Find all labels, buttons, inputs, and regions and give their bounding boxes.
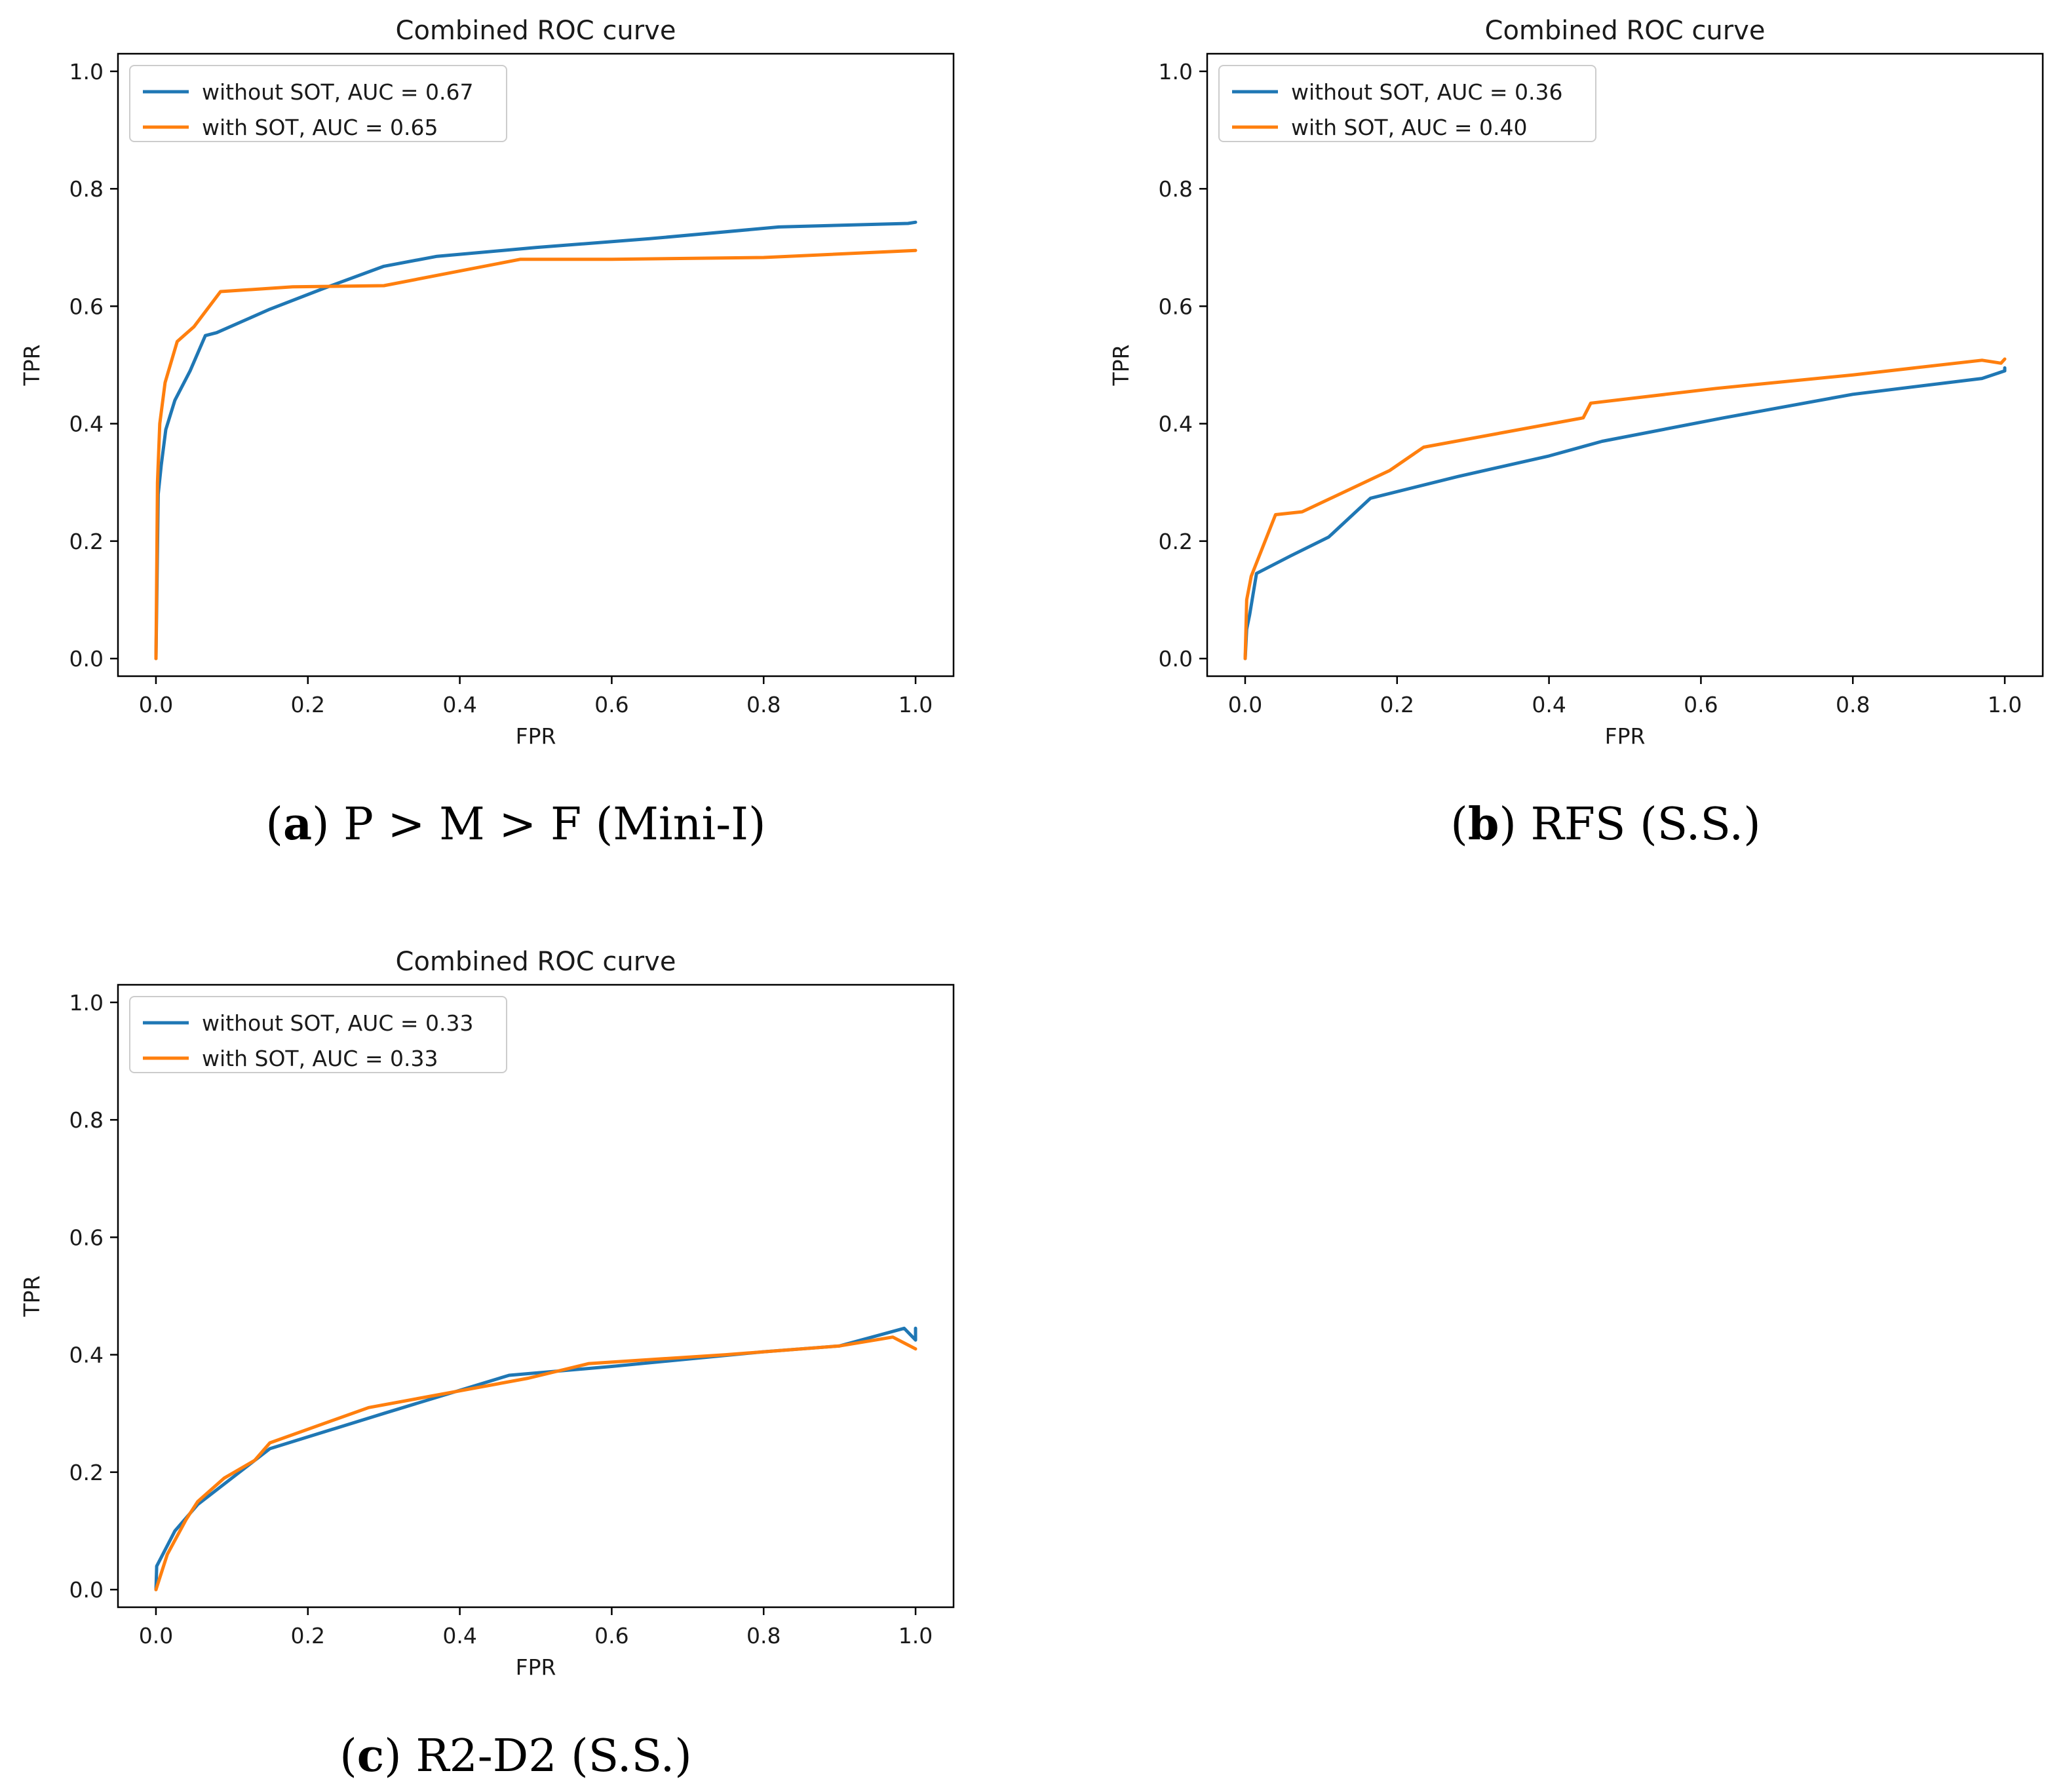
legend: without SOT, AUC = 0.33 with SOT, AUC = 0… — [129, 996, 507, 1073]
y-tick-label: 0.0 — [1159, 646, 1193, 672]
axes-frame — [1206, 52, 2044, 677]
series-line-without-sot — [1243, 366, 2007, 660]
y-tick-label: 0.6 — [69, 294, 104, 319]
legend-box — [129, 996, 507, 1073]
y-tick-label: 0.4 — [69, 411, 104, 437]
y-tick-label: 1.0 — [69, 59, 104, 85]
x-tick-label: 0.8 — [1836, 692, 1870, 717]
legend-label-without-sot: without SOT, AUC = 0.67 — [202, 79, 473, 105]
legend-box — [1218, 65, 1596, 142]
roc-chart-a: Combined ROC curve 0.0 0.2 0.4 0.6 0.8 1.0 0.0 0… — [19, 16, 955, 749]
y-tick-label: 0.2 — [1159, 529, 1193, 554]
series-line-with-sot — [154, 1335, 918, 1592]
y-tick-label: 0.8 — [69, 176, 104, 202]
y-axis-label: TPR — [19, 345, 45, 387]
caption-b: (b) RFS (S.S.) — [1450, 798, 1761, 850]
y-tick-label: 0.2 — [69, 529, 104, 554]
chart-title: Combined ROC curve — [396, 16, 676, 46]
legend: without SOT, AUC = 0.36 with SOT, AUC = 0… — [1218, 65, 1596, 142]
series-line-without-sot — [154, 1326, 918, 1592]
y-tick-label: 0.6 — [69, 1225, 104, 1250]
chart-title: Combined ROC curve — [396, 947, 676, 977]
x-tick-label: 1.0 — [1988, 692, 2022, 717]
x-tick-label: 0.4 — [1532, 692, 1566, 717]
x-tick-label: 1.0 — [898, 1623, 933, 1649]
x-tick-label: 0.6 — [594, 1623, 628, 1649]
axes-frame — [117, 52, 955, 677]
caption-b-text: RFS (S.S.) — [1516, 799, 1761, 850]
caption-a-letter: a — [282, 798, 313, 850]
roc-chart-c: Combined ROC curve 0.0 0.2 0.4 0.6 0.8 1.0 0.0 0… — [19, 947, 955, 1680]
caption-a: (a) P > M > F (Mini-I) — [265, 798, 766, 850]
x-tick-label: 0.0 — [139, 1623, 173, 1649]
y-tick-label: 0.6 — [1159, 294, 1193, 319]
x-tick-label: 0.4 — [442, 692, 476, 717]
roc-chart-b: Combined ROC curve 0.0 0.2 0.4 0.6 0.8 1.0 0.0 0… — [1108, 16, 2044, 749]
caption-c-text: R2-D2 (S.S.) — [401, 1730, 692, 1782]
series-line-without-sot — [154, 220, 918, 660]
caption-c: (c) R2-D2 (S.S.) — [339, 1730, 692, 1782]
series-line-with-sot — [154, 248, 918, 660]
legend-label-with-sot: with SOT, AUC = 0.33 — [202, 1046, 438, 1071]
caption-c-letter: c — [357, 1730, 385, 1782]
x-tick-label: 0.8 — [746, 692, 781, 717]
x-tick-label: 0.2 — [1380, 692, 1414, 717]
x-axis-label: FPR — [516, 1654, 556, 1680]
series-line-with-sot — [1243, 357, 2007, 660]
y-tick-label: 1.0 — [1159, 59, 1193, 85]
x-tick-label: 0.6 — [594, 692, 628, 717]
y-tick-label: 0.4 — [69, 1343, 104, 1368]
y-tick-label: 0.0 — [69, 646, 104, 672]
axes-frame — [117, 983, 955, 1609]
y-axis-label: TPR — [19, 1276, 45, 1318]
x-tick-label: 0.8 — [746, 1623, 781, 1649]
y-tick-label: 0.8 — [1159, 176, 1193, 202]
legend-label-with-sot: with SOT, AUC = 0.65 — [202, 115, 438, 140]
caption-a-text: P > M > F (Mini-I) — [329, 799, 766, 850]
x-tick-label: 0.2 — [291, 1623, 325, 1649]
legend-box — [129, 65, 507, 142]
x-tick-label: 0.6 — [1684, 692, 1718, 717]
y-tick-label: 0.2 — [69, 1460, 104, 1485]
legend-label-without-sot: without SOT, AUC = 0.33 — [202, 1010, 473, 1036]
y-axis-label: TPR — [1108, 345, 1134, 387]
x-tick-label: 0.4 — [442, 1623, 476, 1649]
chart-title: Combined ROC curve — [1485, 16, 1766, 46]
legend: without SOT, AUC = 0.67 with SOT, AUC = 0… — [129, 65, 507, 142]
legend-label-without-sot: without SOT, AUC = 0.36 — [1291, 79, 1562, 105]
y-tick-label: 0.0 — [69, 1577, 104, 1603]
x-tick-label: 0.2 — [291, 692, 325, 717]
x-tick-label: 1.0 — [898, 692, 933, 717]
x-axis-label: FPR — [1605, 723, 1646, 749]
x-tick-label: 0.0 — [1228, 692, 1262, 717]
legend-label-with-sot: with SOT, AUC = 0.40 — [1291, 115, 1527, 140]
y-tick-label: 0.4 — [1159, 411, 1193, 437]
y-tick-label: 1.0 — [69, 990, 104, 1016]
caption-b-letter: b — [1467, 798, 1499, 850]
x-tick-label: 0.0 — [139, 692, 173, 717]
y-tick-label: 0.8 — [69, 1107, 104, 1133]
x-axis-label: FPR — [516, 723, 556, 749]
